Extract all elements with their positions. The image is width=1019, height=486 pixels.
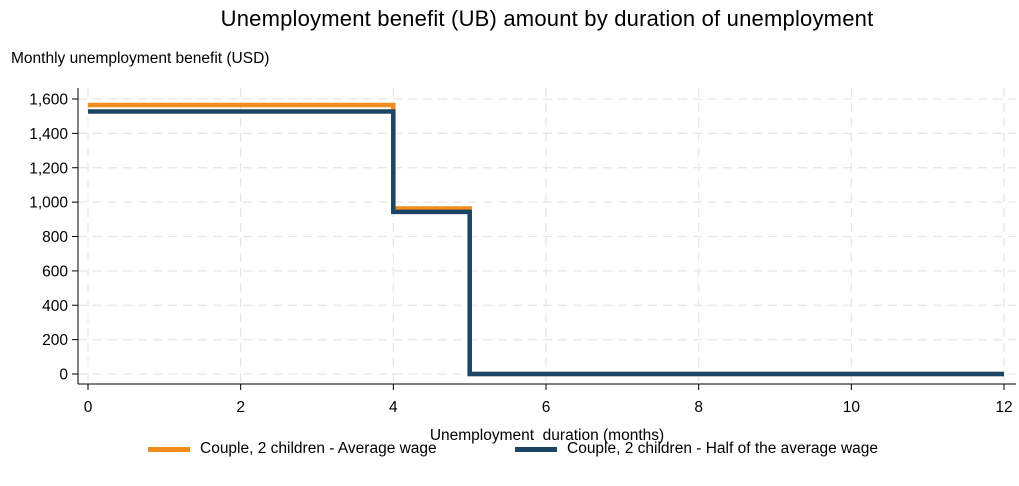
y-tick-label: 400 [42,298,68,315]
y-tick-label: 600 [42,263,68,280]
grid-lines [78,88,1016,384]
y-tick-label: 0 [59,367,68,384]
legend-label-average-wage: Couple, 2 children - Average wage [200,440,437,457]
y-tick-label: 1,400 [29,126,68,143]
x-axis-label: Unemployment duration (months) [429,427,665,444]
x-tick-label: 2 [236,399,245,416]
legend: Couple, 2 children - Average wage Couple… [0,437,1019,461]
y-tick-label: 1,600 [29,92,68,109]
y-tick-label: 1,200 [29,160,68,177]
tick-labels: 0 200 400 600 800 1,000 1,200 1,400 1,600 0 2 4 6 8 10… [29,92,1012,417]
legend-swatch-average-wage [148,446,190,452]
legend-item-half-average-wage: Couple, 2 children - Half of the average… [515,437,878,461]
y-axis-label: Monthly unemployment benefit (USD) [11,50,270,67]
x-tick-label: 12 [995,399,1012,416]
y-tick-label: 1,000 [29,195,68,212]
series-line-half-average-wage [88,109,1004,377]
y-tick-label: 800 [42,229,68,246]
x-tick-label: 8 [694,399,703,416]
legend-swatch-half-average-wage [515,446,557,452]
axes [72,88,1016,390]
legend-label-half-average-wage: Couple, 2 children - Half of the average… [567,440,879,457]
series-lines [88,102,1004,377]
x-tick-label: 6 [542,399,551,416]
y-tick-label: 200 [42,332,68,349]
legend-item-average-wage: Couple, 2 children - Average wage [148,437,437,461]
x-tick-label: 0 [84,399,93,416]
chart-title: Unemployment benefit (UB) amount by dura… [220,6,874,31]
x-tick-label: 4 [389,399,398,416]
x-tick-label: 10 [843,399,861,416]
